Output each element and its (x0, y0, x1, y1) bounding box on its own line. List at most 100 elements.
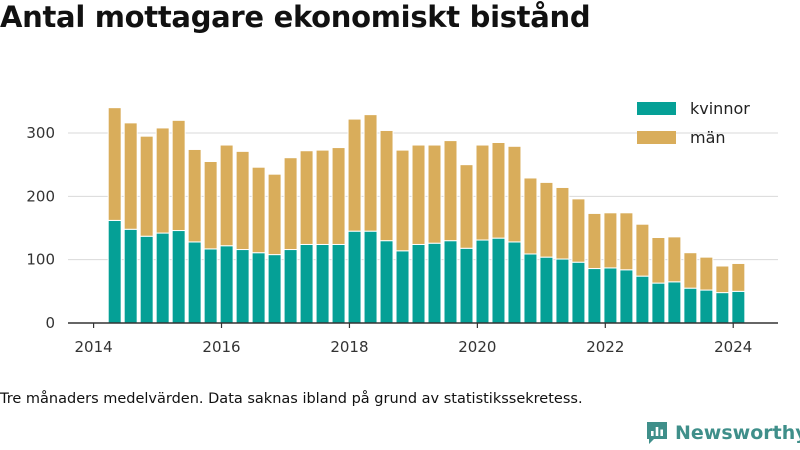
bar-män (363, 114, 378, 232)
brand-name: Newsworthy (675, 422, 800, 444)
bar-kvinnor (619, 269, 634, 324)
bar-kvinnor (363, 230, 378, 324)
bar-kvinnor (699, 289, 714, 324)
bar-män (603, 212, 618, 269)
x-tick-label: 2014 (74, 338, 112, 356)
bar-män (411, 144, 426, 245)
footnote: Tre månaders medelvärden. Data saknas ib… (0, 391, 583, 407)
bar-kvinnor (155, 232, 170, 324)
newsworthy-logo-icon (647, 422, 667, 444)
bar-män (523, 177, 538, 255)
x-tick-label: 2020 (458, 338, 496, 356)
bar-män (587, 212, 602, 270)
legend-swatch-kvinnor (637, 102, 676, 115)
bar-män (299, 150, 314, 245)
bar-kvinnor (299, 243, 314, 324)
bar-män (187, 148, 202, 243)
bar-kvinnor (571, 261, 586, 324)
bar-män (267, 173, 282, 256)
bar-kvinnor (107, 219, 122, 324)
legend-label-kvinnor: kvinnor (690, 99, 750, 118)
bar-män (347, 118, 362, 232)
bar-män (315, 149, 330, 245)
bar-kvinnor (411, 243, 426, 324)
bar-kvinnor (219, 245, 234, 324)
y-tick-label: 100 (26, 251, 55, 269)
bar-män (475, 144, 490, 241)
bar-kvinnor (539, 256, 554, 324)
bar-kvinnor (331, 243, 346, 324)
bar-män (539, 181, 554, 258)
y-tick-label: 0 (45, 314, 55, 332)
bar-kvinnor (683, 287, 698, 324)
bar-män (555, 186, 570, 260)
bar-män (107, 107, 122, 221)
bar-män (379, 129, 394, 242)
bar-män (155, 127, 170, 234)
bar-kvinnor (203, 248, 218, 324)
x-tick-label: 2022 (586, 338, 624, 356)
brand[interactable]: Newsworthy (645, 420, 800, 446)
bar-män (235, 150, 250, 251)
bar-män (667, 236, 682, 283)
bar-män (251, 166, 266, 254)
bar-kvinnor (171, 230, 186, 324)
bar-män (395, 149, 410, 252)
bar-kvinnor (139, 235, 154, 324)
bar-kvinnor (251, 252, 266, 324)
bar-män (171, 119, 186, 232)
legend-label-män: män (690, 128, 726, 147)
stacked-bar-chart: 0 100 200 300 2014 2016 2018 2020 2022 2024 kvinno… (26, 99, 778, 356)
bar-män (491, 142, 506, 239)
y-tick-label: 200 (26, 187, 55, 205)
bar-män (459, 164, 474, 249)
bar-kvinnor (427, 242, 442, 324)
bar-kvinnor (347, 230, 362, 324)
bar-män (219, 144, 234, 247)
bar-kvinnor (587, 268, 602, 324)
bar-män (331, 147, 346, 245)
bar-kvinnor (123, 228, 138, 324)
bar-män (635, 223, 650, 277)
legend-swatch-män (637, 131, 676, 144)
y-tick-label: 300 (26, 124, 55, 142)
bar-kvinnor (651, 282, 666, 324)
bar-kvinnor (475, 239, 490, 324)
bar-män (139, 135, 154, 237)
bar-kvinnor (491, 237, 506, 324)
bar-män (715, 265, 730, 294)
bar-män (619, 212, 634, 271)
bar-kvinnor (459, 247, 474, 324)
bar-män (203, 161, 218, 250)
bar-män (571, 198, 586, 263)
bar-kvinnor (235, 249, 250, 324)
bar-kvinnor (267, 254, 282, 324)
bar-kvinnor (443, 240, 458, 324)
bar-kvinnor (187, 241, 202, 324)
chart-title: Antal mottagare ekonomiskt bistånd (0, 0, 591, 34)
bar-män (283, 157, 298, 251)
bar-män (651, 237, 666, 284)
bar-män (731, 262, 746, 292)
bar-kvinnor (395, 250, 410, 324)
bar-kvinnor (379, 240, 394, 324)
bar-män (427, 144, 442, 244)
bar-kvinnor (523, 253, 538, 324)
x-tick-label: 2016 (202, 338, 240, 356)
bar-kvinnor (315, 243, 330, 324)
bar-kvinnor (635, 275, 650, 324)
bar-män (443, 140, 458, 242)
bar-kvinnor (731, 290, 746, 324)
bar-kvinnor (603, 267, 618, 324)
bar-kvinnor (667, 281, 682, 324)
x-tick-label: 2018 (330, 338, 368, 356)
bar-kvinnor (283, 249, 298, 324)
bar-kvinnor (715, 292, 730, 324)
bar-kvinnor (507, 241, 522, 324)
bar-män (507, 145, 522, 243)
bar-män (123, 122, 138, 230)
bar-män (683, 252, 698, 289)
x-tick-label: 2024 (714, 338, 752, 356)
bar-kvinnor (555, 258, 570, 324)
bar-män (699, 256, 714, 291)
